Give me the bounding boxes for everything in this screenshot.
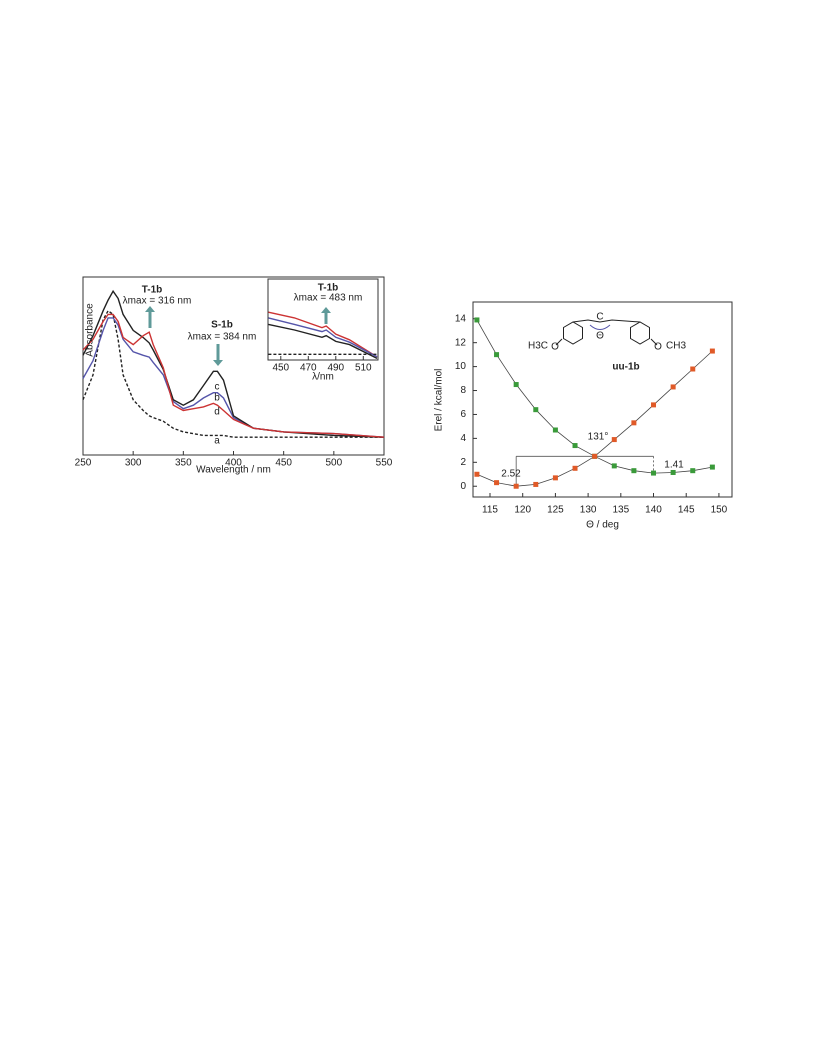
annotation: T-1b [318, 283, 339, 294]
annotation: 131° [588, 432, 609, 443]
x-tick-label: 350 [175, 458, 192, 469]
plot-frame [267, 278, 379, 361]
structure-label: C [596, 312, 603, 323]
structure-label: uu-1b [612, 362, 639, 373]
structure-label: Θ [596, 331, 604, 342]
series-line [268, 323, 378, 360]
structure-label: H3C [528, 341, 548, 352]
structure-label: O [551, 342, 559, 353]
x-tick-label: 140 [645, 505, 662, 516]
data-point [533, 407, 539, 413]
y-tick-label: 14 [455, 313, 467, 324]
bond [555, 338, 658, 346]
x-tick-label: 400 [225, 458, 242, 469]
structure-label: CH3 [666, 341, 686, 352]
data-point [631, 420, 637, 426]
arrow-head [213, 360, 223, 366]
data-point [611, 437, 617, 443]
annotation: λmax = 483 nm [294, 293, 363, 304]
data-point [533, 481, 539, 487]
series-line [82, 313, 385, 438]
data-point [690, 366, 696, 372]
plot-frame [472, 301, 733, 498]
curve-label: c [215, 382, 220, 393]
x-axis-label: λ/nm [312, 372, 334, 383]
annotation: 1.41 [664, 460, 684, 471]
x-tick-label: 550 [376, 458, 393, 469]
x-tick-label: 145 [678, 505, 695, 516]
data-point [611, 463, 617, 469]
x-tick-label: 150 [711, 505, 728, 516]
x-tick-label: 300 [125, 458, 142, 469]
structure-label: O [654, 342, 662, 353]
x-tick-label: 120 [514, 505, 531, 516]
data-point [474, 471, 480, 477]
data-point [592, 453, 598, 459]
annotation: λmax = 316 nm [123, 296, 192, 307]
x-tick-label: 450 [272, 363, 289, 374]
data-point [474, 317, 480, 323]
data-point [494, 480, 500, 486]
y-axis-label: Erel / kcal/mol [434, 369, 445, 432]
data-point [651, 402, 657, 408]
annotation: λmax = 384 nm [188, 332, 257, 343]
data-point [709, 348, 715, 354]
annotation: T-1b [142, 285, 163, 296]
arrow-head [145, 306, 155, 312]
curve-label: b [214, 393, 220, 404]
x-tick-label: 510 [355, 363, 372, 374]
data-point [651, 470, 657, 476]
bond [572, 319, 641, 323]
data-point [631, 468, 637, 474]
x-tick-label: 115 [482, 505, 498, 516]
x-axis-label: Θ / deg [586, 520, 619, 531]
data-point [494, 352, 500, 358]
x-tick-label: 250 [75, 458, 92, 469]
data-point [572, 443, 578, 449]
data-point [513, 483, 519, 489]
curve-label: a [214, 436, 220, 447]
x-tick-label: 130 [580, 505, 597, 516]
data-point [709, 464, 715, 470]
data-point [690, 468, 696, 474]
annotation: S-1b [211, 320, 233, 331]
x-axis-label: Wavelength / nm [196, 465, 271, 476]
x-tick-label: 470 [300, 363, 317, 374]
curve-label: d [214, 407, 220, 418]
x-tick-label: 450 [275, 458, 292, 469]
benzene-ring [630, 321, 650, 345]
data-point [552, 475, 558, 481]
y-tick-label: 6 [460, 409, 466, 420]
series-line [268, 317, 378, 358]
benzene-ring [563, 321, 583, 345]
data-point [513, 382, 519, 388]
y-tick-label: 8 [460, 385, 466, 396]
data-point [552, 427, 558, 433]
data-point [572, 465, 578, 471]
angle-arc [589, 324, 611, 330]
data-point [670, 384, 676, 390]
x-tick-label: 490 [327, 363, 344, 374]
y-tick-label: 2 [460, 457, 466, 468]
y-tick-label: 10 [455, 361, 467, 372]
y-tick-label: 0 [460, 481, 466, 492]
series-line [82, 309, 384, 438]
series-line [268, 311, 378, 358]
y-tick-label: 12 [455, 337, 467, 348]
arrow-head [321, 307, 331, 313]
y-axis-label: Absorbance [85, 303, 96, 357]
x-tick-label: 135 [612, 505, 629, 516]
annotation: 2.52 [501, 469, 521, 480]
data-point [670, 469, 676, 475]
x-tick-label: 125 [547, 505, 564, 516]
x-tick-label: 500 [325, 458, 342, 469]
y-tick-label: 4 [460, 433, 466, 444]
